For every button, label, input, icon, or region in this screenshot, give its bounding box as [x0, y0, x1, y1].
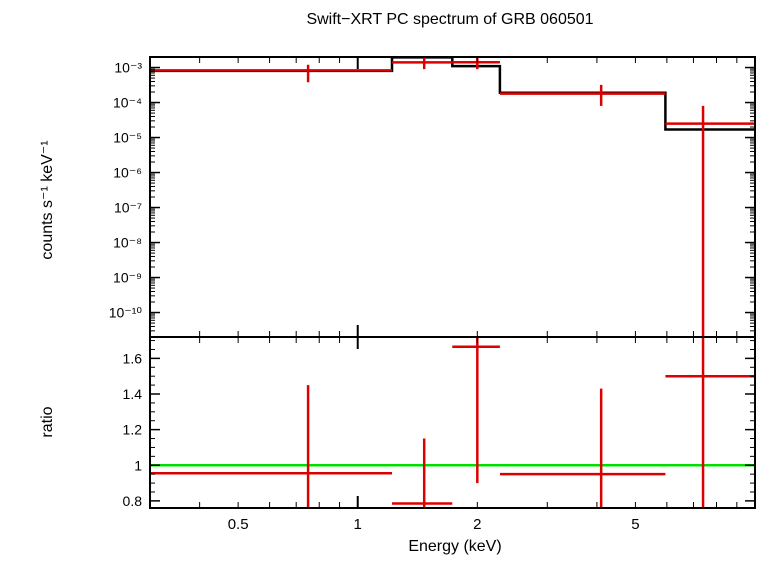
xtick-label-0: 0.5	[228, 516, 249, 533]
bottom-ytick-label-0: 0.8	[123, 493, 143, 509]
xtick-label-3: 5	[631, 516, 639, 533]
bottom-ytick-label-3: 1.4	[123, 386, 143, 402]
top-ytick-label-5: 10⁻⁸	[113, 235, 142, 251]
top-ytick-label-7: 10⁻¹⁰	[109, 305, 143, 321]
top-ytick-label-4: 10⁻⁷	[114, 200, 142, 216]
xtick-label-2: 2	[473, 516, 481, 533]
bottom-ytick-label-4: 1.6	[123, 350, 143, 366]
bottom-panel-frame	[149, 336, 756, 509]
top-ylabel: counts s⁻¹ keV⁻¹	[39, 140, 56, 259]
top-ytick-label-1: 10⁻⁴	[113, 95, 142, 111]
xtick-label-1: 1	[354, 516, 362, 533]
top-ytick-label-0: 10⁻³	[114, 60, 142, 76]
chart-title: Swift−XRT PC spectrum of GRB 060501	[306, 11, 593, 28]
top-ytick-label-3: 10⁻⁶	[113, 165, 142, 181]
bottom-ytick-label-2: 1.2	[123, 422, 143, 438]
bottom-ylabel: ratio	[39, 406, 56, 437]
top-ytick-label-6: 10⁻⁹	[113, 270, 142, 286]
xlabel: Energy (keV)	[408, 538, 501, 555]
bottom-ytick-label-1: 1	[134, 457, 142, 473]
top-ytick-label-2: 10⁻⁵	[113, 130, 142, 146]
